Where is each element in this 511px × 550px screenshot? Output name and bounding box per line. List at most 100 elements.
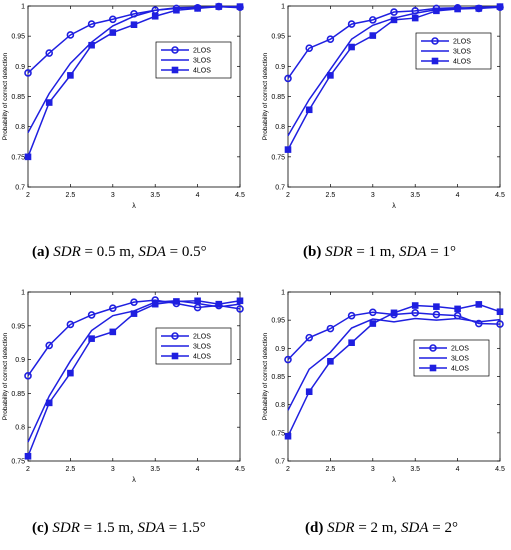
data-point: [327, 357, 334, 365]
chart-d: 2 2.5 3 3.5 4 4.5 0.7 0.75 0.8 0.85 0.9 0.95 1 λ Proba…: [262, 290, 505, 485]
legend-label: 2LOS: [451, 346, 469, 353]
data-point: [173, 298, 180, 305]
legend: 2LOS 3LOS 4LOS: [155, 327, 232, 365]
data-point: [173, 6, 180, 14]
y-tick-label: 0.7: [15, 185, 25, 192]
y-tick-label: 0.9: [15, 64, 25, 71]
data-point: [109, 328, 117, 336]
data-point: [45, 49, 54, 57]
x-tick-label: 3: [111, 466, 115, 473]
data-point: [496, 308, 504, 316]
x-tick-label: 3: [371, 192, 375, 199]
x-tick-label: 2.5: [326, 192, 336, 199]
legend-label: 3LOS: [193, 58, 211, 65]
x-tick-label: 3.5: [410, 466, 420, 473]
y-tick-label: 0.8: [275, 402, 285, 409]
y-tick-label: 0.8: [15, 425, 25, 432]
y-tick-label: 1: [281, 290, 285, 297]
data-point: [326, 324, 335, 333]
data-point: [390, 309, 398, 317]
data-point: [24, 452, 32, 460]
x-tick-label: 3: [371, 466, 375, 473]
data-point: [326, 35, 335, 43]
data-point: [236, 297, 244, 305]
y-tick-label: 0.8: [275, 124, 285, 131]
data-point: [433, 303, 440, 310]
series-4LOS: [284, 301, 504, 440]
legend: 2LOS 3LOS 4LOS: [415, 32, 492, 70]
y-tick-label: 0.75: [271, 154, 285, 161]
y-tick-label: 1: [281, 4, 285, 11]
y-tick-label: 0.75: [271, 430, 285, 437]
data-point: [236, 305, 244, 313]
y-tick-label: 0.85: [271, 94, 285, 101]
data-point: [45, 99, 53, 106]
data-point: [66, 31, 75, 39]
data-point: [151, 12, 159, 20]
data-point: [45, 399, 53, 407]
series-4LOS: [24, 3, 244, 161]
series-3LOS: [27, 5, 241, 134]
data-point: [88, 41, 95, 49]
data-point: [194, 5, 201, 12]
data-point: [454, 5, 461, 13]
x-tick-label: 2: [286, 192, 290, 199]
data-point: [87, 20, 96, 28]
data-point: [151, 300, 159, 308]
y-tick-label: 0.9: [275, 346, 285, 353]
chart-a: 2 2.5 3 3.5 4 4.5 0.7 0.75 0.8 0.85 0.9 0.95 1 λ Proba…: [2, 2, 245, 210]
data-point: [130, 21, 138, 29]
data-point: [45, 341, 54, 350]
caption-b: (b) SDR = 1 m, SDA = 1°: [303, 244, 456, 260]
x-tick-label: 4: [456, 192, 460, 199]
data-point: [236, 3, 244, 10]
legend-label: 2LOS: [193, 48, 211, 55]
data-point: [305, 106, 313, 114]
data-point: [433, 7, 440, 15]
x-axis-label: λ: [392, 477, 396, 484]
data-point: [347, 311, 356, 320]
series-line: [287, 317, 501, 411]
data-point: [474, 319, 483, 328]
y-axis-label: Probability of correct detection: [2, 52, 9, 140]
data-point: [305, 333, 314, 342]
data-point: [130, 298, 138, 306]
x-tick-label: 2.5: [66, 466, 76, 473]
y-tick-label: 0.9: [275, 64, 285, 71]
data-point: [305, 388, 313, 396]
y-tick-label: 0.95: [11, 34, 25, 41]
y-tick-label: 0.95: [11, 323, 25, 330]
legend-label: 2LOS: [453, 39, 471, 46]
x-tick-label: 3.5: [150, 466, 160, 473]
x-axis-label: λ: [132, 203, 136, 210]
data-point: [130, 310, 138, 317]
legend-marker: [431, 37, 439, 45]
data-point: [368, 16, 377, 24]
data-point: [454, 305, 461, 313]
x-tick-label: 2: [26, 466, 30, 473]
y-tick-label: 1: [21, 290, 25, 297]
legend-label: 4LOS: [453, 59, 471, 66]
data-point: [193, 303, 202, 312]
legend-label: 2LOS: [193, 334, 211, 341]
data-point: [109, 29, 117, 36]
legend-marker: [429, 344, 437, 352]
y-tick-label: 0.9: [15, 357, 25, 364]
series-4LOS: [284, 3, 504, 153]
legend-marker: [171, 332, 179, 340]
x-tick-label: 4.5: [235, 192, 245, 199]
data-point: [109, 15, 117, 24]
x-tick-label: 2: [286, 466, 290, 473]
data-point: [368, 308, 377, 317]
y-tick-label: 0.7: [275, 185, 285, 192]
data-point: [347, 20, 356, 28]
data-point: [390, 16, 398, 24]
y-tick-label: 0.85: [11, 94, 25, 101]
legend-marker: [431, 57, 439, 65]
data-point: [67, 369, 74, 377]
data-point: [24, 153, 32, 161]
series-line: [27, 299, 241, 377]
series-3LOS: [287, 317, 501, 411]
data-point: [411, 309, 420, 317]
series-line: [27, 5, 241, 134]
